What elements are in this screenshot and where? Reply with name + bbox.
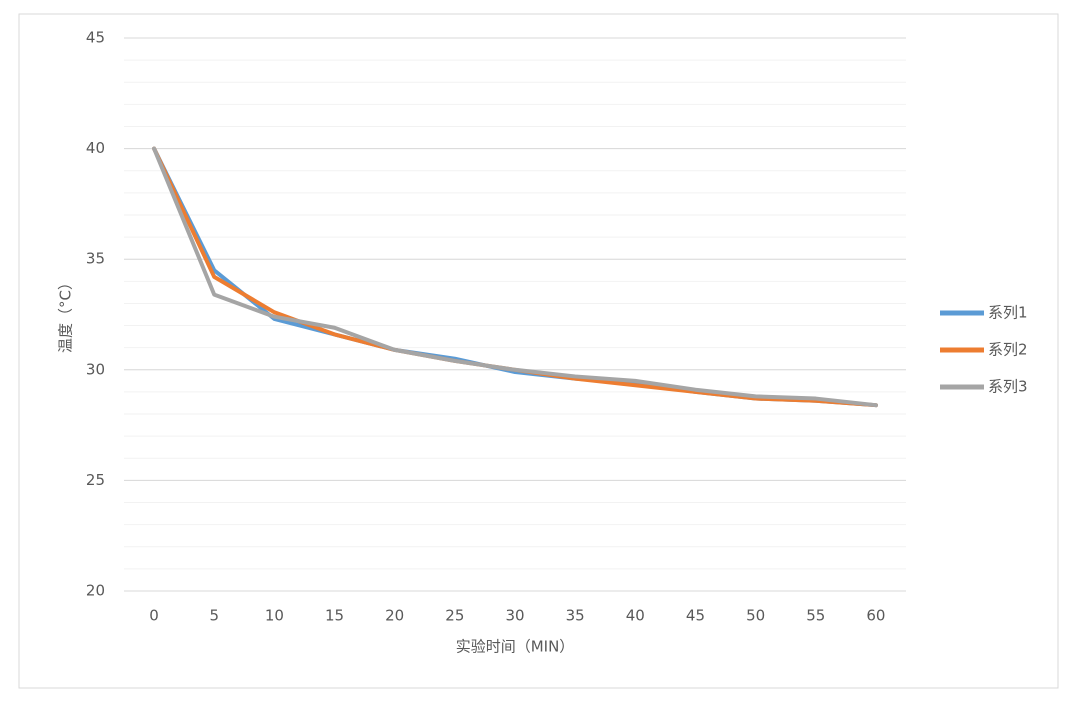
x-tick-label: 55	[806, 607, 825, 625]
y-tick-label: 35	[86, 250, 105, 268]
x-tick-label: 20	[385, 607, 404, 625]
x-tick-label: 40	[626, 607, 645, 625]
y-tick-label: 20	[86, 582, 105, 600]
chart-frame	[18, 13, 1059, 689]
x-tick-label: 25	[445, 607, 464, 625]
x-tick-label: 0	[149, 607, 159, 625]
series-line	[152, 146, 878, 408]
y-tick-label: 45	[86, 29, 105, 47]
x-tick-label: 15	[325, 607, 344, 625]
y-tick-label: 30	[86, 360, 105, 378]
legend-label: 系列2	[988, 341, 1028, 359]
x-tick-label: 5	[209, 607, 219, 625]
y-axis-title: 温度（°C）	[57, 275, 75, 353]
legend-label: 系列1	[988, 304, 1028, 322]
x-axis-title: 实验时间（MIN）	[456, 638, 575, 656]
y-tick-label: 25	[86, 471, 105, 489]
x-tick-label: 35	[566, 607, 585, 625]
x-tick-label: 45	[686, 607, 705, 625]
x-tick-label: 10	[265, 607, 284, 625]
x-tick-label: 30	[505, 607, 524, 625]
x-tick-label: 60	[866, 607, 885, 625]
x-tick-label: 50	[746, 607, 765, 625]
legend-label: 系列3	[988, 378, 1028, 396]
y-tick-label: 40	[86, 139, 105, 157]
